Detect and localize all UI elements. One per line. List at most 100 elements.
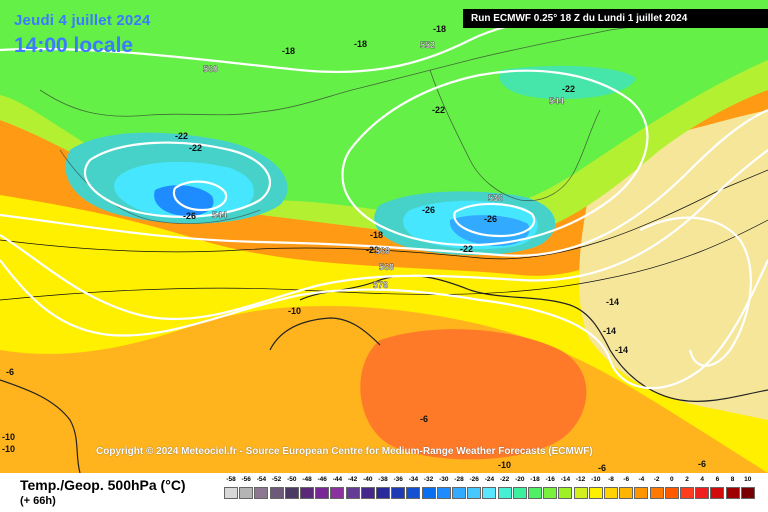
legend-color-swatch	[391, 487, 406, 499]
geopotential-line-544-west	[83, 141, 271, 218]
legend-color-swatch	[421, 487, 436, 499]
legend-tick-label: -22	[499, 476, 510, 483]
geopotential-label: 576	[373, 280, 388, 290]
legend-tick-label: 10	[744, 476, 752, 483]
temperature-label: -6	[420, 414, 428, 424]
legend-color-swatch	[239, 487, 254, 499]
temperature-label: -14	[615, 345, 628, 355]
legend-tick-label: 0	[669, 476, 674, 483]
run-info-box: Run ECMWF 0.25° 18 Z du Lundi 1 juillet …	[463, 9, 768, 28]
temperature-label: -26	[484, 214, 497, 224]
legend-tick-label: -48	[302, 476, 312, 483]
legend-tick-label: -14	[560, 476, 571, 483]
legend-color-swatch	[254, 487, 269, 499]
temperature-label: -22	[175, 131, 188, 141]
geopotential-line-584	[639, 216, 752, 367]
geopotential-label: 544	[212, 210, 227, 220]
legend-color-swatch	[695, 487, 710, 499]
legend-color-swatch	[558, 487, 573, 499]
legend-tick-label: -30	[439, 476, 449, 483]
legend-color-swatch	[710, 487, 725, 499]
geopotential-line-576	[0, 259, 768, 390]
legend-tick-label: -46	[317, 476, 327, 483]
legend-title: Temp./Geop. 500hPa (°C)	[20, 477, 186, 493]
legend-color-swatch	[315, 487, 330, 499]
legend-color-swatch	[300, 487, 314, 499]
temperature-label: -10	[498, 460, 511, 470]
temperature-label: -14	[606, 297, 619, 307]
legend-tick-label: -8	[608, 476, 614, 483]
legend-color-swatch	[649, 487, 664, 499]
forecast-local-time: 14:00 locale	[14, 34, 134, 57]
legend-tick-label: -36	[393, 476, 403, 483]
temperature-label: -18	[433, 24, 446, 34]
temperature-label: -10	[2, 444, 15, 454]
temperature-label: -6	[698, 459, 706, 469]
legend-color-swatch	[573, 487, 588, 499]
coastline-north	[39, 17, 741, 117]
coastline-scandinavia	[429, 69, 601, 202]
legend-color-swatch	[664, 487, 679, 499]
legend-color-swatch	[360, 487, 375, 499]
legend-tick-label: -54	[256, 476, 267, 483]
legend-color-swatch	[634, 487, 649, 499]
legend-color-swatch	[680, 487, 694, 499]
cold-core-west-center	[154, 185, 214, 216]
legend-color-swatch	[725, 487, 740, 499]
temperature-label: -22	[432, 105, 445, 115]
legend-tick-label: -6	[623, 476, 630, 483]
legend-color-swatch	[619, 487, 634, 499]
legend-tick-label: -40	[363, 476, 373, 483]
temperature-zone-yellow	[0, 130, 768, 473]
temperature-label: -22	[366, 245, 379, 255]
legend-tick-label: -28	[454, 476, 464, 483]
forecast-step: (+ 66h)	[20, 495, 56, 507]
legend-tick-label: -44	[332, 476, 343, 483]
temperature-label: -26	[422, 205, 435, 215]
geopotential-label: 536	[488, 193, 503, 203]
temperature-label: -10	[288, 306, 301, 316]
legend-color-swatch	[512, 487, 527, 499]
cold-core-east-center	[449, 215, 530, 246]
temperature-label: -18	[282, 46, 295, 56]
geopotential-line-536-east	[453, 202, 536, 238]
geopotential-line-560	[0, 108, 768, 257]
legend-bar: Temp./Geop. 500hPa (°C) (+ 66h) -58 -56 -5…	[0, 473, 768, 512]
legend-color-swatch	[406, 487, 421, 499]
legend-tick-label: -42	[347, 476, 358, 483]
temperature-label: -26	[183, 211, 196, 221]
legend-tick-label: -38	[378, 476, 388, 483]
geopotential-label: 552	[420, 40, 435, 50]
legend-color-swatch	[330, 487, 345, 499]
legend-color-swatch	[588, 487, 603, 499]
geopotential-line-552	[341, 69, 649, 247]
legend-color-swatch	[452, 487, 466, 499]
temperature-label: -22	[562, 84, 575, 94]
temperature-label: -10	[2, 432, 15, 442]
legend-tick-label: -4	[638, 476, 645, 483]
temperature-label: -6	[6, 367, 14, 377]
temperature-label: -22	[189, 143, 202, 153]
coastline-greenland	[59, 149, 261, 224]
temperature-zone-teal	[499, 65, 636, 100]
legend-tick-label: -34	[408, 476, 419, 483]
geopotential-line-568	[0, 149, 768, 321]
legend-tick-label: -24	[484, 476, 495, 483]
temperature-label: -18	[370, 230, 383, 240]
color-scale: -58 -56 -54 -52 -50 -48 -46 -44 -42 -40 -38 -36 -34-…	[224, 476, 756, 510]
legend-tick-label: -50	[287, 476, 297, 483]
legend-tick-label: -20	[515, 476, 525, 483]
copyright-notice: Copyright © 2024 Meteociel.fr - Source E…	[96, 446, 593, 457]
isotherm-line	[0, 219, 768, 301]
geopotential-label: 560	[375, 246, 390, 256]
geopotential-line-536-west	[172, 180, 228, 212]
legend-tick-label: -58	[226, 476, 236, 483]
legend-color-swatch	[345, 487, 360, 499]
legend-tick-label: -10	[591, 476, 601, 483]
geopotential-label: 568	[379, 262, 394, 272]
legend-color-swatch	[482, 487, 497, 499]
legend-tick-label: -18	[530, 476, 540, 483]
legend-tick-label: -26	[469, 476, 479, 483]
temperature-label: -18	[354, 39, 367, 49]
legend-color-swatch	[604, 487, 618, 499]
